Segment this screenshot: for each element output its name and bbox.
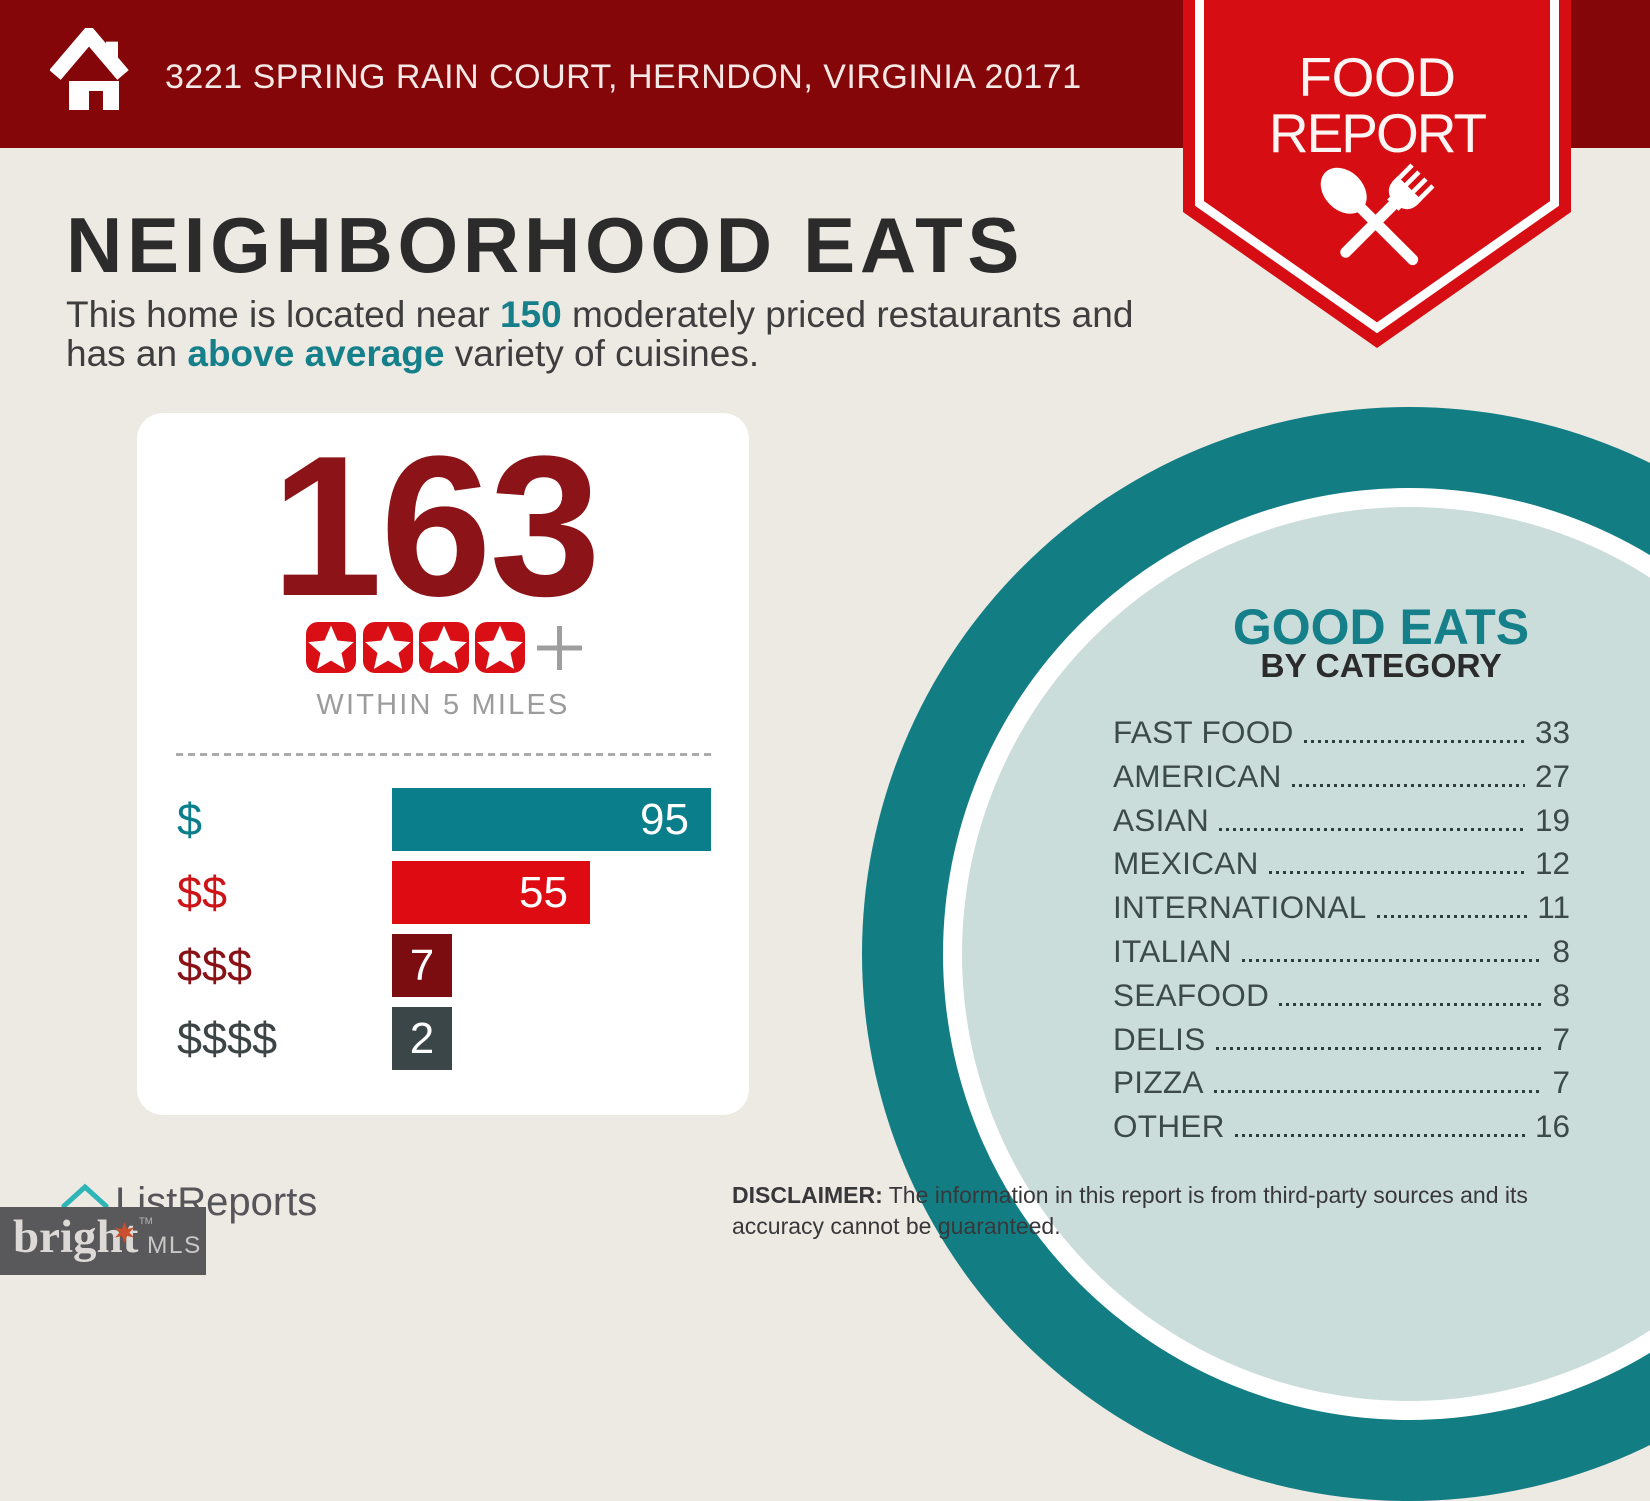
svg-text:REPORT: REPORT xyxy=(1269,102,1487,164)
svg-text:FOOD: FOOD xyxy=(1299,46,1456,108)
